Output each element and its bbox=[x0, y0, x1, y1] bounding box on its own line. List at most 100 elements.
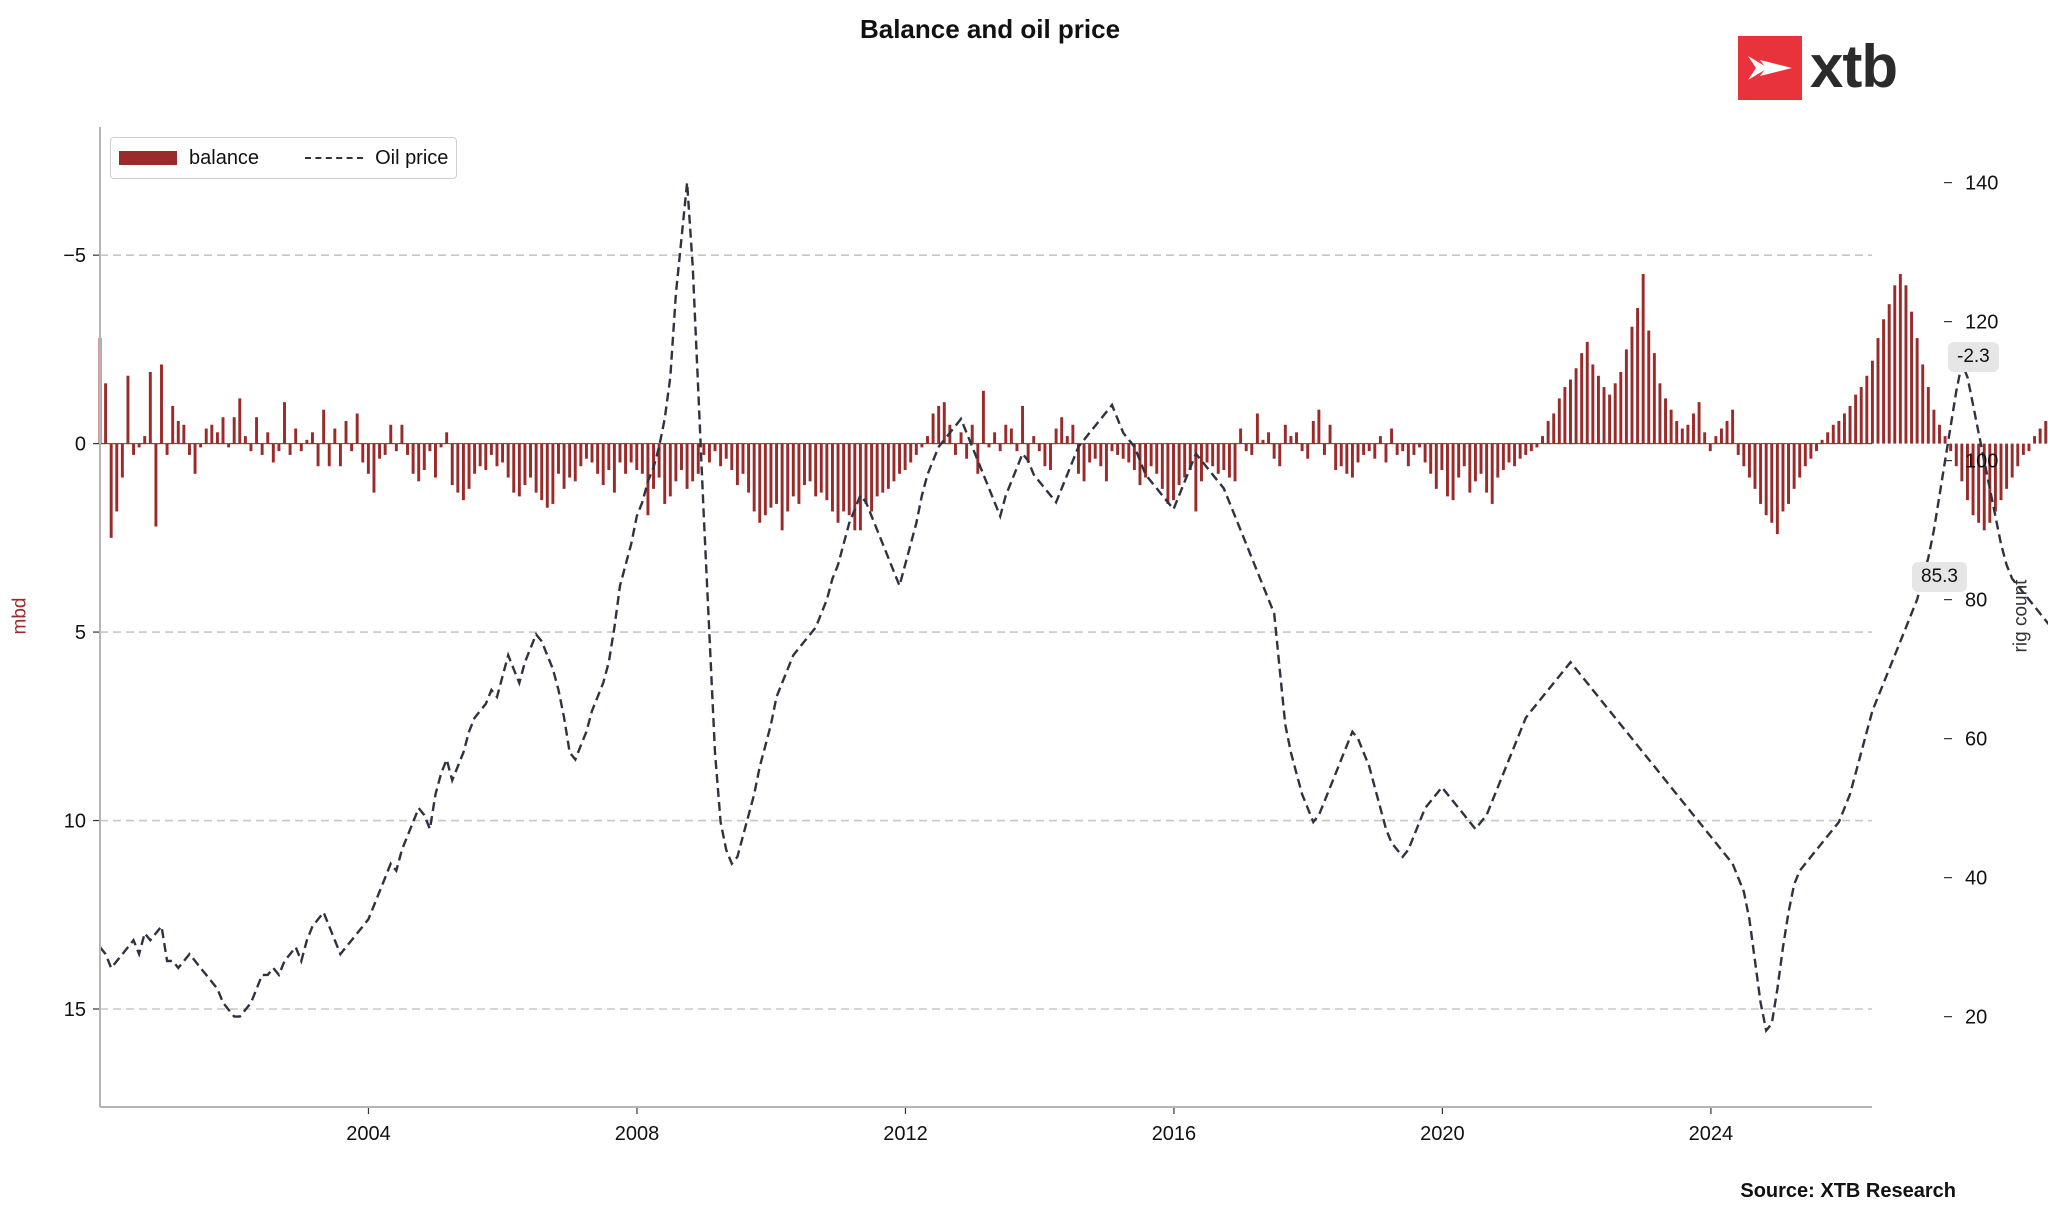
balance-bar bbox=[400, 424, 404, 444]
balance-bar bbox=[1390, 428, 1394, 444]
right-axis-title: rig count bbox=[2010, 579, 2032, 653]
balance-bar bbox=[305, 439, 309, 444]
gridlines bbox=[100, 254, 1872, 1010]
balance-bar bbox=[1138, 443, 1142, 486]
balance-bar bbox=[316, 443, 320, 467]
balance-bar bbox=[1004, 424, 1008, 444]
balance-bar bbox=[1703, 432, 1707, 444]
balance-bar bbox=[260, 443, 264, 455]
balance-bar bbox=[735, 443, 739, 486]
balance-bar bbox=[1328, 424, 1332, 444]
balance-bar bbox=[327, 443, 331, 467]
balance-bar bbox=[886, 443, 890, 489]
balance-bar bbox=[1473, 443, 1477, 482]
balance-bar bbox=[2027, 443, 2031, 452]
balance-bar bbox=[1636, 307, 1640, 444]
balance-bar bbox=[1378, 436, 1382, 444]
balance-bar bbox=[1803, 443, 1807, 467]
balance-bar bbox=[1244, 443, 1248, 452]
balance-bar bbox=[1216, 443, 1220, 474]
balance-bar bbox=[1317, 409, 1321, 444]
balance-bar bbox=[182, 424, 186, 444]
balance-bar bbox=[1865, 375, 1869, 444]
x-tick-label: 2024 bbox=[1689, 1123, 1734, 1145]
legend-label-balance: balance bbox=[189, 146, 260, 169]
balance-bar bbox=[428, 443, 432, 452]
balance-bar bbox=[1982, 443, 1986, 531]
balance-bar bbox=[350, 443, 354, 452]
balance-bar bbox=[1680, 428, 1684, 444]
balance-bar bbox=[1747, 443, 1751, 478]
balance-bar bbox=[1882, 319, 1886, 444]
left-tick-label: 5 bbox=[75, 622, 86, 644]
balance-bar bbox=[1311, 421, 1315, 444]
x-tick-label: 2008 bbox=[615, 1123, 660, 1145]
balance-bar bbox=[1602, 387, 1606, 444]
balance-bar bbox=[215, 432, 219, 444]
balance-bar bbox=[797, 443, 801, 504]
left-axis-title: mbd bbox=[9, 597, 31, 635]
balance-bar bbox=[573, 443, 577, 482]
balance-bar bbox=[143, 436, 147, 444]
balance-bar bbox=[926, 436, 929, 444]
balance-bar bbox=[484, 443, 488, 470]
balance-bar bbox=[1373, 443, 1377, 459]
balance-bar bbox=[607, 443, 611, 470]
balance-bar bbox=[227, 443, 231, 448]
balance-bar bbox=[221, 417, 225, 444]
balance-bar bbox=[1121, 443, 1125, 459]
balance-bar bbox=[612, 443, 616, 493]
balance-bar bbox=[791, 443, 795, 497]
balance-bar bbox=[1076, 443, 1080, 474]
balance-bar bbox=[1160, 443, 1164, 489]
right-tick-label: 80 bbox=[1965, 590, 1987, 612]
balance-bar bbox=[109, 443, 113, 538]
balance-bar bbox=[288, 443, 292, 455]
right-tick-label: 60 bbox=[1965, 729, 1987, 751]
balance-bar bbox=[1462, 443, 1466, 467]
axes bbox=[93, 127, 1952, 1114]
balance-bar bbox=[814, 443, 818, 497]
balance-bar bbox=[238, 398, 242, 444]
balance-bar bbox=[730, 443, 734, 470]
balance-bar bbox=[523, 443, 527, 486]
balance-bar bbox=[1675, 421, 1679, 444]
balance-bar bbox=[383, 443, 387, 455]
balance-bar bbox=[931, 413, 935, 444]
balance-bar bbox=[137, 443, 141, 448]
balance-bar bbox=[1300, 443, 1304, 452]
balance-bar bbox=[2010, 443, 2014, 478]
x-tick-label: 2004 bbox=[346, 1123, 391, 1145]
balance-bar bbox=[590, 443, 594, 463]
balance-bar bbox=[232, 417, 236, 444]
balance-bar bbox=[1144, 443, 1148, 478]
balance-bar bbox=[255, 417, 259, 444]
balance-bar bbox=[853, 443, 857, 531]
balance-bar bbox=[1278, 443, 1282, 467]
balance-bar bbox=[719, 443, 723, 467]
balance-bar bbox=[1032, 436, 1036, 444]
balance-bar bbox=[1697, 402, 1701, 444]
balance-bar bbox=[953, 443, 957, 455]
balance-bar bbox=[193, 443, 197, 474]
balance-last-value-tag: -2.3 bbox=[1948, 342, 1999, 372]
balance-bar bbox=[1468, 443, 1472, 493]
balance-bar bbox=[333, 428, 337, 444]
balance-bar bbox=[803, 443, 806, 486]
balance-bar bbox=[361, 443, 365, 463]
balance-bar bbox=[2038, 428, 2042, 444]
left-tick-label: 10 bbox=[64, 811, 86, 833]
balance-bar bbox=[271, 443, 275, 463]
balance-bar bbox=[1350, 443, 1354, 478]
source-note: Source: XTB Research bbox=[1740, 1180, 1956, 1202]
balance-bar bbox=[1434, 443, 1438, 489]
balance-bar bbox=[210, 424, 214, 444]
balance-bar bbox=[1714, 436, 1718, 444]
balance-bar bbox=[808, 443, 812, 482]
right-tick-label: 120 bbox=[1965, 312, 1998, 334]
balance-bar bbox=[1496, 443, 1500, 478]
balance-bar bbox=[372, 443, 376, 493]
balance-bar bbox=[1384, 443, 1388, 463]
balance-bar bbox=[1915, 338, 1919, 444]
balance-bar bbox=[1753, 443, 1757, 489]
